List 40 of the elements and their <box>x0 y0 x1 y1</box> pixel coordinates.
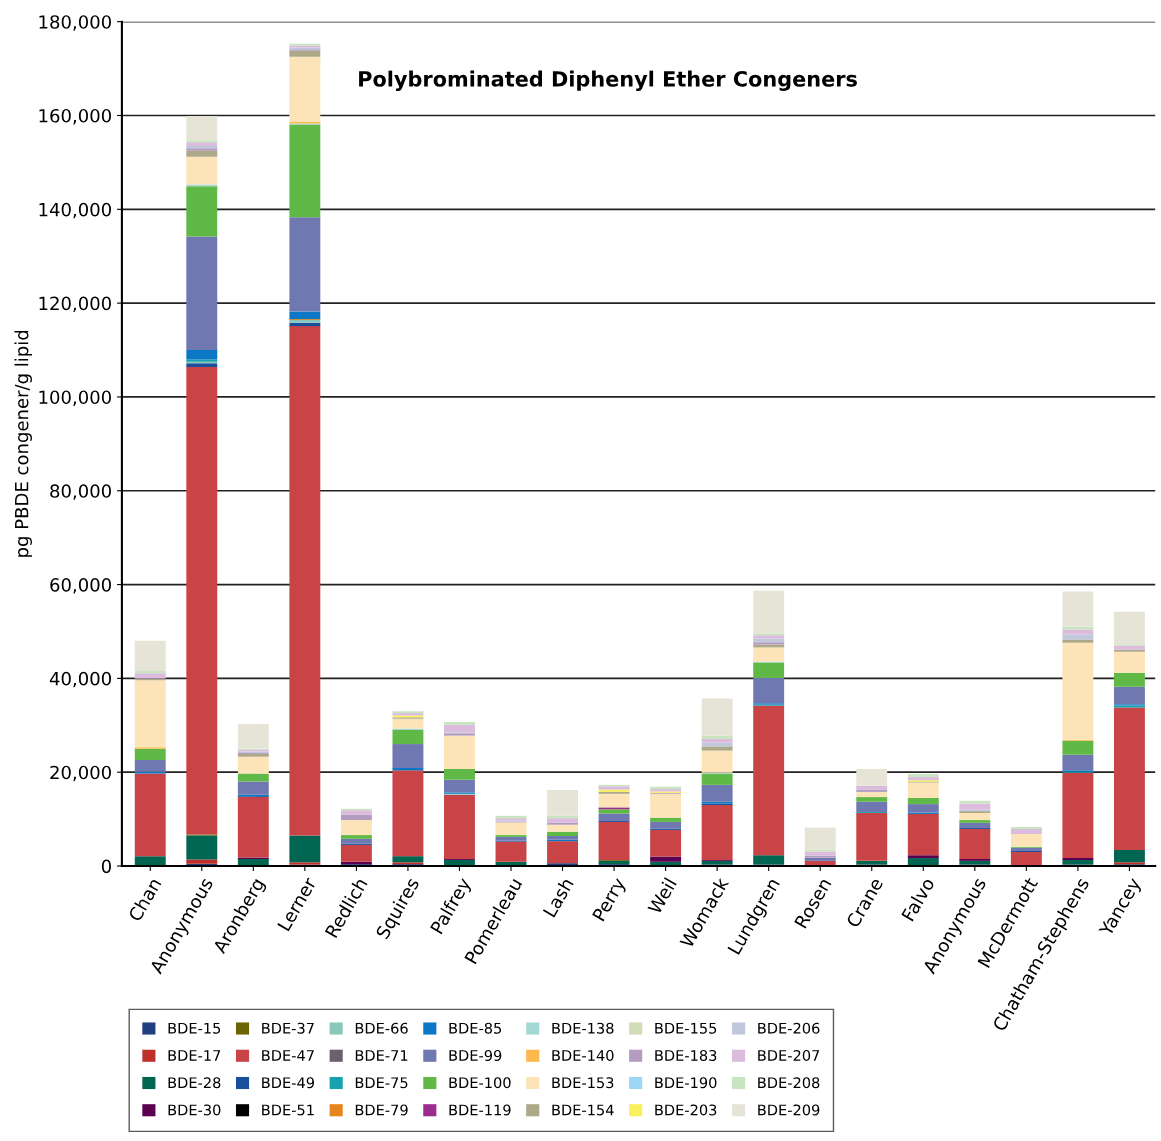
legend-label: BDE-208 <box>758 1077 820 1089</box>
legend-label: BDE-71 <box>355 1050 408 1061</box>
y-tick-label: 140,000 <box>39 202 111 219</box>
y-axis-title: pg PBDE congener/g lipid <box>14 330 32 557</box>
legend-label: BDE-153 <box>552 1077 614 1089</box>
legend-label: BDE-47 <box>262 1050 314 1061</box>
y-tick-label: 120,000 <box>39 296 111 313</box>
legend-label: BDE-15 <box>168 1022 221 1034</box>
legend-label: BDE-119 <box>449 1104 511 1116</box>
legend-label: BDE-79 <box>355 1104 408 1116</box>
y-tick-label: 0 <box>101 859 111 874</box>
legend-label: BDE-37 <box>262 1022 314 1034</box>
legend-label: BDE-17 <box>168 1050 221 1061</box>
y-tick-label: 20,000 <box>50 765 111 782</box>
legend-label: BDE-209 <box>758 1104 820 1116</box>
y-tick-label: 180,000 <box>39 15 111 31</box>
y-tick-label: 100,000 <box>39 390 111 406</box>
legend-label: BDE-207 <box>758 1049 820 1061</box>
legend-label: BDE-206 <box>758 1022 820 1034</box>
legend-label: BDE-190 <box>655 1077 717 1089</box>
legend-label: BDE-155 <box>655 1022 717 1034</box>
y-tick-label: 80,000 <box>50 484 111 500</box>
legend-label: BDE-49 <box>262 1077 314 1089</box>
legend-label: BDE-138 <box>552 1022 614 1034</box>
legend-label: BDE-100 <box>449 1077 511 1089</box>
legend-label: BDE-85 <box>449 1022 502 1034</box>
legend-label: BDE-183 <box>655 1049 717 1061</box>
legend-label: BDE-66 <box>355 1022 408 1034</box>
y-tick-label: 160,000 <box>39 108 111 125</box>
y-tick-label: 60,000 <box>50 578 111 594</box>
legend-label: BDE-51 <box>262 1104 314 1116</box>
text: Polybrominated Diphenyl Ether Congeners <box>359 70 857 91</box>
legend-label: BDE-75 <box>355 1077 408 1089</box>
legend-label: BDE-99 <box>449 1049 502 1061</box>
y-tick-label: 40,000 <box>49 671 111 688</box>
legend-label: BDE-30 <box>168 1104 221 1116</box>
legend-label: BDE-28 <box>168 1077 221 1089</box>
legend-label: BDE-154 <box>552 1104 614 1116</box>
legend-label: BDE-203 <box>655 1104 717 1116</box>
legend-label: BDE-140 <box>552 1049 614 1061</box>
